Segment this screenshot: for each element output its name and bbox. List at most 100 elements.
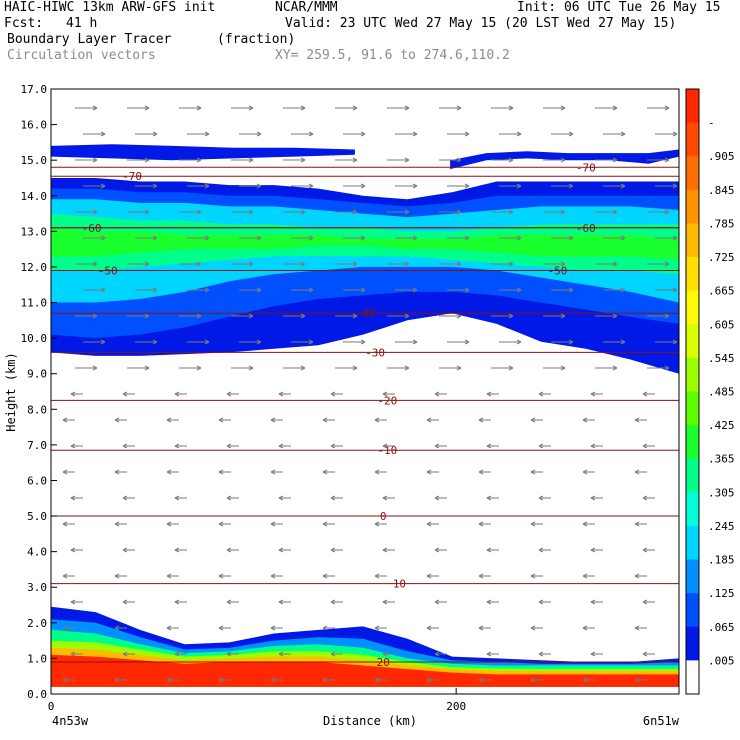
colorbar-label: .605: [708, 318, 735, 331]
circulation-vector-head: [568, 287, 574, 293]
circulation-vector-head: [300, 105, 306, 111]
circulation-vector-head: [330, 391, 336, 397]
circulation-vector-head: [122, 391, 128, 397]
circulation-vector-head: [434, 391, 440, 397]
circulation-vector-head: [248, 365, 254, 371]
circulation-vector-head: [530, 573, 536, 579]
circulation-vector-head: [152, 183, 158, 189]
colorbar-frame: [685, 88, 700, 695]
circulation-vector-head: [270, 469, 276, 475]
y-tick-label: 10.0: [21, 332, 48, 345]
circulation-vector-head: [270, 677, 276, 683]
colorbar-label: .245: [708, 520, 735, 533]
colorbar-label: .365: [708, 453, 735, 466]
circulation-vector-head: [352, 209, 358, 215]
circulation-vector-head: [92, 365, 98, 371]
circulation-vector-head: [612, 157, 618, 163]
circulation-vector-head: [330, 443, 336, 449]
circulation-vector-head: [508, 209, 514, 215]
circulation-vector-head: [582, 521, 588, 527]
circulation-vector-head: [114, 573, 120, 579]
circulation-vector-head: [196, 365, 202, 371]
circulation-vector-head: [352, 261, 358, 267]
circulation-vector-head: [560, 261, 566, 267]
circulation-vector-head: [70, 599, 76, 605]
circulation-vector-head: [256, 235, 262, 241]
circulation-vector-head: [612, 365, 618, 371]
circulation-vector-head: [538, 391, 544, 397]
colorbar-label: .125: [708, 587, 735, 600]
circulation-vector-head: [360, 287, 366, 293]
circulation-vector-head: [352, 313, 358, 319]
circulation-vector-head: [70, 651, 76, 657]
circulation-vector-head: [322, 573, 328, 579]
circulation-vector-head: [478, 469, 484, 475]
y-tick-label: 2.0: [27, 617, 47, 630]
temperature-contour-label: 10: [393, 578, 406, 591]
circulation-vector-head: [152, 235, 158, 241]
circulation-vector-head: [612, 261, 618, 267]
circulation-vector-head: [196, 261, 202, 267]
circulation-vector-head: [538, 443, 544, 449]
circulation-vector-head: [204, 287, 210, 293]
circulation-vector-head: [330, 599, 336, 605]
x-right-endpoint: 6n51w: [643, 714, 680, 728]
circulation-vector-head: [360, 183, 366, 189]
circulation-vector-head: [300, 261, 306, 267]
circulation-vector-head: [226, 495, 232, 501]
circulation-vector-head: [508, 365, 514, 371]
circulation-vector-head: [590, 547, 596, 553]
temperature-contour-label: 20: [377, 656, 390, 669]
circulation-vector-head: [300, 313, 306, 319]
circulation-vector-head: [464, 339, 470, 345]
colorbar-label: -: [708, 117, 715, 130]
colorbar-label: .005: [708, 654, 735, 667]
circulation-vector-head: [300, 365, 306, 371]
circulation-vector-head: [582, 677, 588, 683]
circulation-vectors: [62, 105, 678, 683]
circulation-vector-head: [664, 105, 670, 111]
circulation-vector-head: [330, 547, 336, 553]
circulation-vector-head: [166, 521, 172, 527]
circulation-vector-head: [478, 521, 484, 527]
circulation-vector-head: [560, 157, 566, 163]
circulation-vector-head: [174, 599, 180, 605]
y-tick-label: 5.0: [27, 510, 47, 523]
colorbar-swatch: [686, 525, 699, 561]
circulation-vector-head: [278, 443, 284, 449]
circulation-vector-head: [144, 209, 150, 215]
circulation-vector-head: [308, 131, 314, 137]
tracer-band-pbl_core: [51, 654, 679, 687]
circulation-vector-head: [196, 105, 202, 111]
colorbar-swatch: [686, 425, 699, 460]
circulation-vector-head: [114, 677, 120, 683]
circulation-vector-head: [582, 573, 588, 579]
circulation-vector-head: [248, 261, 254, 267]
temperature-contour-label: -50: [548, 265, 568, 278]
circulation-vector-head: [218, 573, 224, 579]
circulation-vector-head: [434, 651, 440, 657]
circulation-vector-head: [560, 105, 566, 111]
circulation-vector-head: [270, 521, 276, 527]
colorbar-label: .665: [708, 285, 735, 298]
circulation-vector-head: [248, 313, 254, 319]
colorbar-swatch: [686, 357, 699, 392]
circulation-vector-head: [516, 339, 522, 345]
circulation-vector-head: [152, 131, 158, 137]
temperature-contour-label: -70: [576, 161, 596, 174]
tracer-band-upper_core_4: [51, 227, 679, 260]
y-tick-label: 9.0: [27, 368, 47, 381]
colorbar-swatch: [686, 559, 699, 594]
circulation-vector-head: [590, 495, 596, 501]
temperature-contour-label: -30: [365, 346, 385, 359]
y-tick-label: 13.0: [21, 225, 48, 238]
temperature-contour-label: -20: [377, 394, 397, 407]
circulation-vector-head: [278, 599, 284, 605]
colorbar-swatch: [686, 290, 699, 325]
x-axis: 0 200: [48, 688, 466, 713]
circulation-vector-head: [642, 391, 648, 397]
circulation-vector-head: [308, 235, 314, 241]
circulation-vector-head: [62, 521, 68, 527]
circulation-vector-head: [412, 183, 418, 189]
